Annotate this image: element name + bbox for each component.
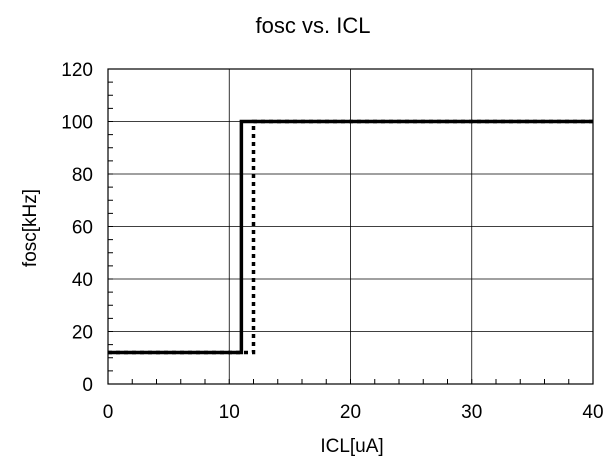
y-tick-label: 100 bbox=[61, 113, 93, 134]
y-axis-label: fosc[kHz] bbox=[20, 189, 41, 267]
dotted-series-line bbox=[108, 119, 593, 355]
y-tick-label: 0 bbox=[82, 375, 93, 396]
x-axis-label: ICL[uA] bbox=[320, 436, 383, 457]
y-tick-label: 120 bbox=[61, 60, 93, 81]
x-tick-label: 10 bbox=[219, 402, 240, 423]
chart-title: fosc vs. ICL bbox=[256, 13, 371, 38]
grid-lines bbox=[108, 69, 593, 384]
x-tick-label: 30 bbox=[461, 402, 482, 423]
series-layer bbox=[108, 119, 593, 355]
y-tick-labels: 0 20 40 60 80 100 120 bbox=[61, 60, 93, 396]
x-tick-labels: 0 10 20 30 40 bbox=[103, 402, 604, 423]
y-tick-label: 20 bbox=[72, 323, 93, 344]
y-tick-label: 80 bbox=[72, 165, 93, 186]
minor-ticks bbox=[107, 68, 594, 385]
y-tick-label: 60 bbox=[72, 218, 93, 239]
y-tick-label: 40 bbox=[72, 270, 93, 291]
x-tick-label: 20 bbox=[340, 402, 361, 423]
x-tick-label: 0 bbox=[103, 402, 114, 423]
x-tick-label: 40 bbox=[582, 402, 603, 423]
